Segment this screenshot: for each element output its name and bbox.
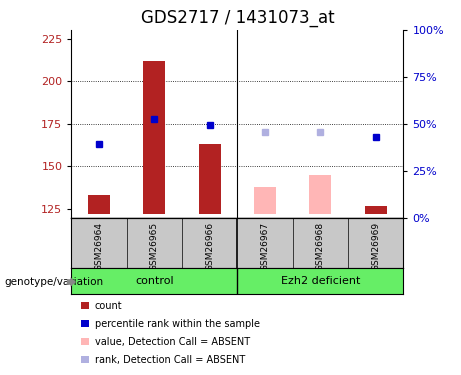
Text: GSM26969: GSM26969	[371, 222, 380, 271]
Bar	[143, 61, 165, 214]
Bar	[309, 175, 331, 214]
Bar	[254, 187, 276, 214]
Text: rank, Detection Call = ABSENT: rank, Detection Call = ABSENT	[95, 355, 245, 364]
Text: value, Detection Call = ABSENT: value, Detection Call = ABSENT	[95, 337, 249, 346]
Title: GDS2717 / 1431073_at: GDS2717 / 1431073_at	[141, 9, 334, 27]
Text: GSM26968: GSM26968	[316, 222, 325, 271]
Text: genotype/variation: genotype/variation	[5, 277, 104, 287]
Text: GSM26967: GSM26967	[260, 222, 270, 271]
Text: GSM26964: GSM26964	[95, 222, 104, 270]
Text: percentile rank within the sample: percentile rank within the sample	[95, 319, 260, 328]
Bar	[88, 195, 110, 214]
Text: control: control	[135, 276, 174, 286]
Bar	[199, 144, 221, 214]
Text: GSM26966: GSM26966	[205, 222, 214, 271]
Text: count: count	[95, 301, 122, 310]
Text: GSM26965: GSM26965	[150, 222, 159, 271]
Bar	[365, 206, 387, 214]
Text: Ezh2 deficient: Ezh2 deficient	[281, 276, 360, 286]
